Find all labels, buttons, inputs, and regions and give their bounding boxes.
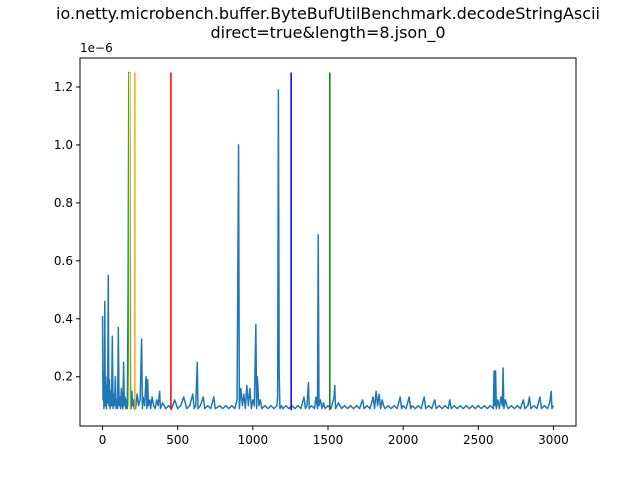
x-tick-label-3: 1500	[313, 433, 344, 447]
y-tick-label-2: 0.6	[54, 254, 73, 268]
x-tick-label-4: 2000	[388, 433, 419, 447]
x-tick-label-6: 3000	[538, 433, 569, 447]
x-tick-label-1: 500	[166, 433, 189, 447]
x-tick-label-5: 2500	[463, 433, 494, 447]
y-tick-label-4: 1.0	[54, 138, 73, 152]
vertical-markers	[128, 72, 331, 411]
x-tick-label-2: 1000	[238, 433, 269, 447]
plot-area	[79, 57, 577, 427]
y-tick-label-5: 1.2	[54, 80, 73, 94]
y-tick-label-0: 0.2	[54, 370, 73, 384]
y-tick-label-3: 0.8	[54, 196, 73, 210]
y-axis: 0.2 0.4 0.6 0.8 1.0 1.2	[54, 80, 80, 384]
chart-title-line-1: io.netty.microbench.buffer.ByteBufUtilBe…	[56, 4, 600, 23]
y-tick-label-1: 0.4	[54, 312, 73, 326]
plot-frame	[79, 57, 577, 427]
x-tick-label-0: 0	[99, 433, 107, 447]
chart-title-line-2: direct=true&length=8.json_0	[210, 23, 445, 43]
x-axis: 0 500 1000 1500 2000 2500 3000	[99, 426, 569, 447]
y-offset-label: 1e−6	[80, 41, 113, 55]
